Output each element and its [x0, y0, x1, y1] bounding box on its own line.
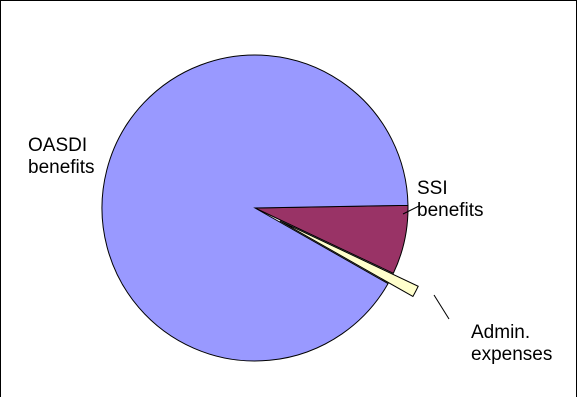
pie-slice-oasdi-benefits — [101, 54, 409, 362]
leader-line-admin-expenses — [433, 294, 450, 320]
pie-slices — [101, 54, 419, 362]
slice-label-admin-expenses: Admin. expenses — [471, 322, 552, 365]
slice-label-ssi-benefits: SSI benefits — [417, 178, 484, 221]
leader-line-ssi-benefits — [402, 205, 420, 215]
slice-label-line: Admin. — [471, 322, 530, 343]
slice-label-oasdi-benefits: OASDI benefits — [28, 135, 95, 178]
slice-label-line: SSI — [417, 178, 448, 199]
leader-lines — [402, 205, 450, 320]
slice-label-line: benefits — [28, 157, 95, 178]
slice-label-line: benefits — [417, 200, 484, 221]
slice-label-line: OASDI — [28, 135, 87, 156]
pie-slice-admin-expenses — [279, 220, 419, 298]
slice-label-line: expenses — [471, 344, 552, 365]
